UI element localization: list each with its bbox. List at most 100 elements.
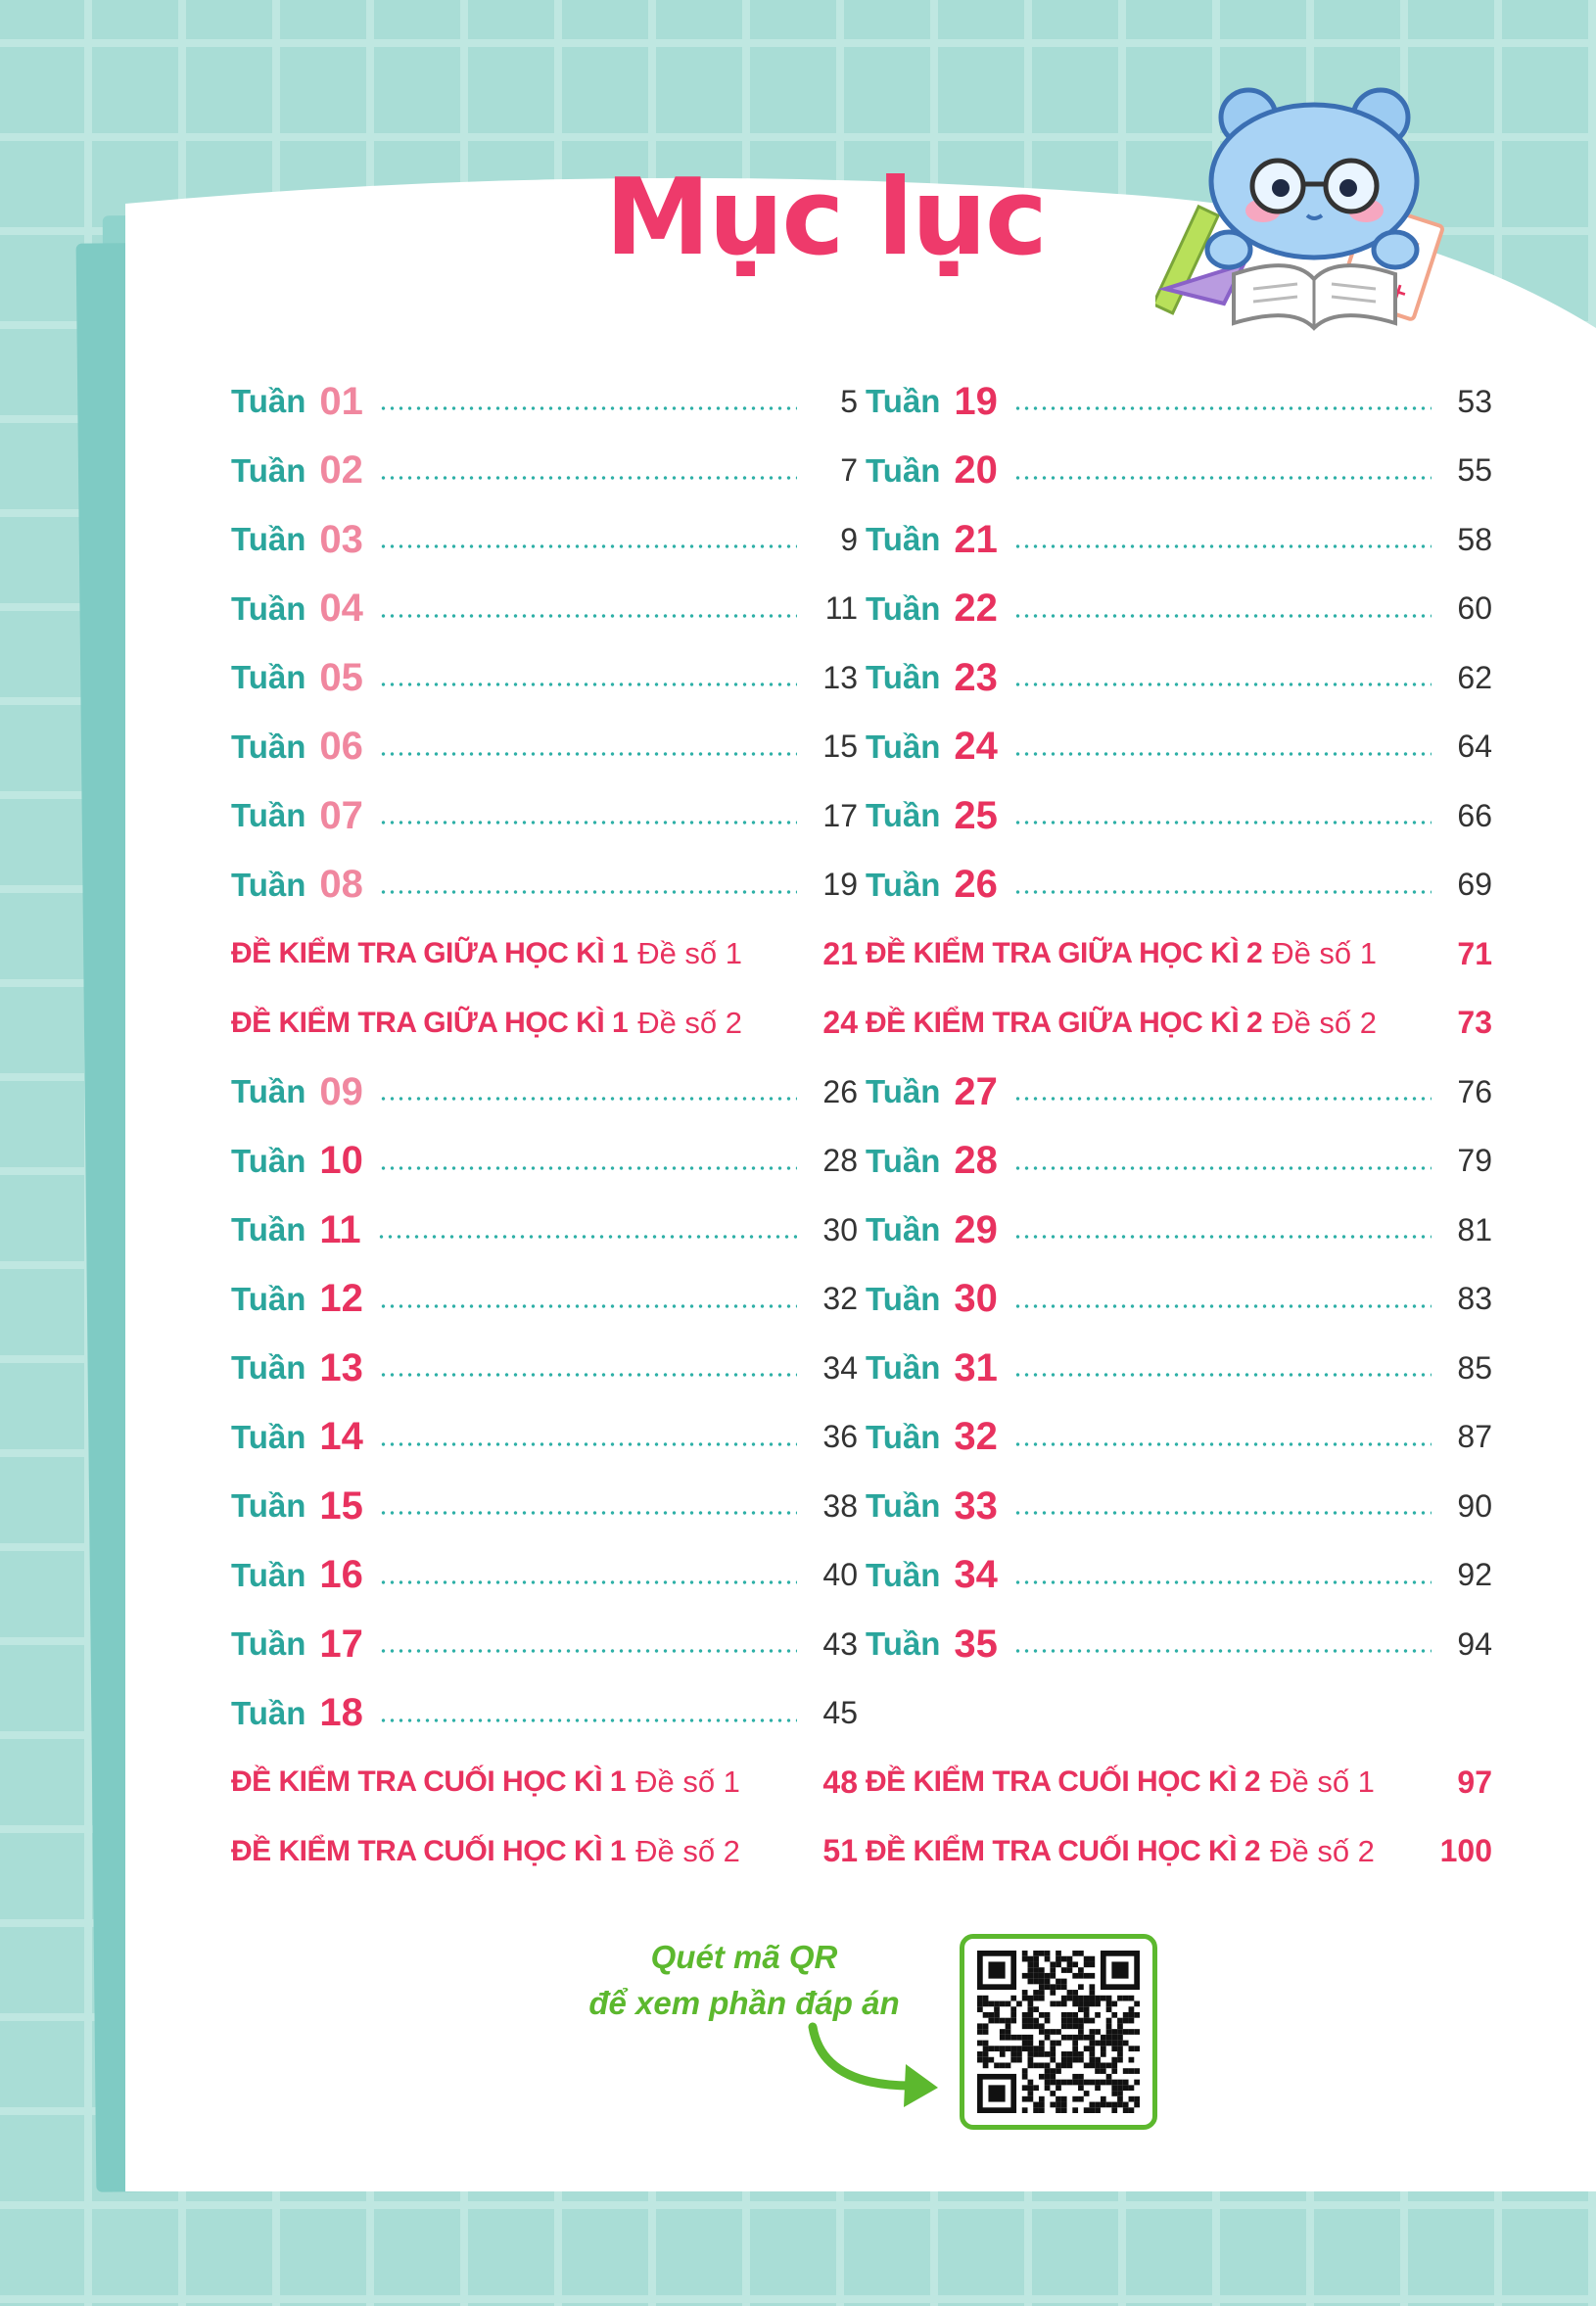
page-number: 76 (1457, 1073, 1492, 1109)
dot-leader (1012, 821, 1432, 825)
toc-entry-week-35[interactable]: Tuần 35 94 (866, 1610, 1492, 1679)
toc-entry-week-01[interactable]: Tuần 01 5 (231, 367, 858, 437)
week-label: Tuần (231, 797, 306, 834)
week-label: Tuần (866, 451, 941, 489)
toc-entry-week-12[interactable]: Tuần 12 32 (231, 1265, 858, 1335)
toc-entry-week-28[interactable]: Tuần 28 79 (866, 1127, 1492, 1197)
week-number: 29 (954, 1207, 998, 1251)
toc-entry-week-19[interactable]: Tuần 19 53 (866, 367, 1492, 437)
dot-leader (378, 821, 797, 825)
toc-entry-week-29[interactable]: Tuần 29 81 (866, 1196, 1492, 1265)
week-label: Tuần (231, 1349, 306, 1387)
week-label: Tuần (866, 589, 941, 627)
toc-entry-week-27[interactable]: Tuần 27 76 (866, 1058, 1492, 1127)
dot-leader (1012, 406, 1432, 411)
toc-entry-week-22[interactable]: Tuần 22 60 (866, 575, 1492, 644)
exam-title: ĐỀ KIỂM TRA GIỮA HỌC KÌ 2 (866, 937, 1263, 970)
dot-leader (1012, 475, 1432, 480)
page-number: 62 (1457, 659, 1492, 695)
toc-entry-week-23[interactable]: Tuần 23 62 (866, 643, 1492, 713)
toc-entry-exam[interactable]: ĐỀ KIỂM TRA GIỮA HỌC KÌ 1 Đề số 2 24 (231, 989, 858, 1059)
toc-entry-week-18[interactable]: Tuần 18 45 (231, 1679, 858, 1749)
toc-entry-exam[interactable]: ĐỀ KIỂM TRA CUỐI HỌC KÌ 1 Đề số 1 48 (231, 1748, 858, 1817)
exam-number: Đề số 1 (635, 1765, 740, 1800)
week-number: 30 (954, 1277, 998, 1321)
exam-title: ĐỀ KIỂM TRA CUỐI HỌC KÌ 1 (231, 1834, 627, 1867)
week-label: Tuần (866, 866, 941, 903)
week-number: 22 (954, 587, 998, 631)
toc-entry-week-07[interactable]: Tuần 07 17 (231, 781, 858, 851)
dot-leader (378, 1097, 797, 1102)
week-label: Tuần (866, 1418, 941, 1455)
dot-leader (376, 1235, 797, 1240)
page-number: 24 (822, 1005, 858, 1041)
toc-entry-week-13[interactable]: Tuần 13 34 (231, 1334, 858, 1403)
toc-entry-week-24[interactable]: Tuần 24 64 (866, 713, 1492, 782)
toc-left-column: Tuần 01 5 Tuần 02 7 Tuần 03 9 Tuần 04 11 Tuần 05 13 Tuầ… (231, 367, 858, 1886)
toc-entry-week-15[interactable]: Tuần 15 38 (231, 1472, 858, 1541)
toc-entry-week-16[interactable]: Tuần 16 40 (231, 1541, 858, 1611)
dot-leader (378, 613, 797, 618)
dot-leader (1012, 1373, 1432, 1378)
week-number: 25 (954, 793, 998, 837)
qr-code[interactable] (960, 1934, 1157, 2130)
toc-entry-exam[interactable]: ĐỀ KIỂM TRA GIỮA HỌC KÌ 2 Đề số 1 71 (866, 919, 1492, 989)
week-label: Tuần (866, 383, 941, 420)
toc-entry-week-21[interactable]: Tuần 21 58 (866, 505, 1492, 575)
week-label: Tuần (231, 451, 306, 489)
toc-entry-week-31[interactable]: Tuần 31 85 (866, 1334, 1492, 1403)
week-label: Tuần (866, 521, 941, 558)
page-number: 21 (822, 935, 858, 971)
week-number: 27 (954, 1069, 998, 1113)
toc-entry-week-32[interactable]: Tuần 32 87 (866, 1403, 1492, 1473)
toc-entry-week-09[interactable]: Tuần 09 26 (231, 1058, 858, 1127)
toc-entry-week-11[interactable]: Tuần 11 30 (231, 1196, 858, 1265)
week-number: 10 (319, 1139, 363, 1183)
exam-number: Đề số 1 (1270, 1765, 1375, 1800)
week-label: Tuần (866, 1556, 941, 1593)
toc-entry-week-33[interactable]: Tuần 33 90 (866, 1472, 1492, 1541)
page-number: 69 (1457, 867, 1492, 903)
toc-entry-week-17[interactable]: Tuần 17 43 (231, 1610, 858, 1679)
dot-leader (1012, 751, 1432, 756)
week-label: Tuần (866, 797, 941, 834)
toc-entry-week-20[interactable]: Tuần 20 55 (866, 437, 1492, 506)
content-page (125, 98, 1596, 2191)
page-number: 13 (822, 659, 858, 695)
exam-number: Đề số 1 (637, 936, 743, 971)
toc-entry-week-04[interactable]: Tuần 04 11 (231, 575, 858, 644)
dot-leader (1012, 544, 1432, 549)
toc-entry-week-08[interactable]: Tuần 08 19 (231, 851, 858, 920)
dot-leader (1012, 682, 1432, 687)
dot-leader (378, 1649, 797, 1654)
week-label: Tuần (231, 1073, 306, 1110)
week-number: 26 (954, 863, 998, 907)
toc-entry-exam[interactable]: ĐỀ KIỂM TRA CUỐI HỌC KÌ 1 Đề số 2 51 (231, 1817, 858, 1887)
toc-entry-week-03[interactable]: Tuần 03 9 (231, 505, 858, 575)
week-number: 32 (954, 1415, 998, 1459)
week-label: Tuần (866, 1142, 941, 1179)
toc-entry-exam[interactable]: ĐỀ KIỂM TRA GIỮA HỌC KÌ 1 Đề số 1 21 (231, 919, 858, 989)
week-number: 14 (319, 1415, 363, 1459)
toc-entry-week-26[interactable]: Tuần 26 69 (866, 851, 1492, 920)
page-number: 45 (822, 1695, 858, 1731)
toc-entry-week-30[interactable]: Tuần 30 83 (866, 1265, 1492, 1335)
toc-entry-week-05[interactable]: Tuần 05 13 (231, 643, 858, 713)
toc-entry-exam[interactable]: ĐỀ KIỂM TRA CUỐI HỌC KÌ 2 Đề số 1 97 (866, 1748, 1492, 1817)
dot-leader (1012, 1579, 1432, 1584)
page-number: 51 (822, 1833, 858, 1869)
dot-leader (378, 1441, 797, 1446)
toc-entry-week-06[interactable]: Tuần 06 15 (231, 713, 858, 782)
toc-entry-week-25[interactable]: Tuần 25 66 (866, 781, 1492, 851)
page-number: 64 (1457, 729, 1492, 765)
toc-entry-week-10[interactable]: Tuần 10 28 (231, 1127, 858, 1197)
toc-entry-week-14[interactable]: Tuần 14 36 (231, 1403, 858, 1473)
toc-entry-week-02[interactable]: Tuần 02 7 (231, 437, 858, 506)
toc-entry-exam[interactable]: ĐỀ KIỂM TRA GIỮA HỌC KÌ 2 Đề số 2 73 (866, 989, 1492, 1059)
week-number: 21 (954, 517, 998, 561)
page-number: 71 (1457, 935, 1492, 971)
week-number: 16 (319, 1553, 363, 1597)
toc-entry-exam[interactable]: ĐỀ KIỂM TRA CUỐI HỌC KÌ 2 Đề số 2 100 (866, 1817, 1492, 1887)
week-label: Tuần (231, 1694, 306, 1731)
toc-entry-week-34[interactable]: Tuần 34 92 (866, 1541, 1492, 1611)
